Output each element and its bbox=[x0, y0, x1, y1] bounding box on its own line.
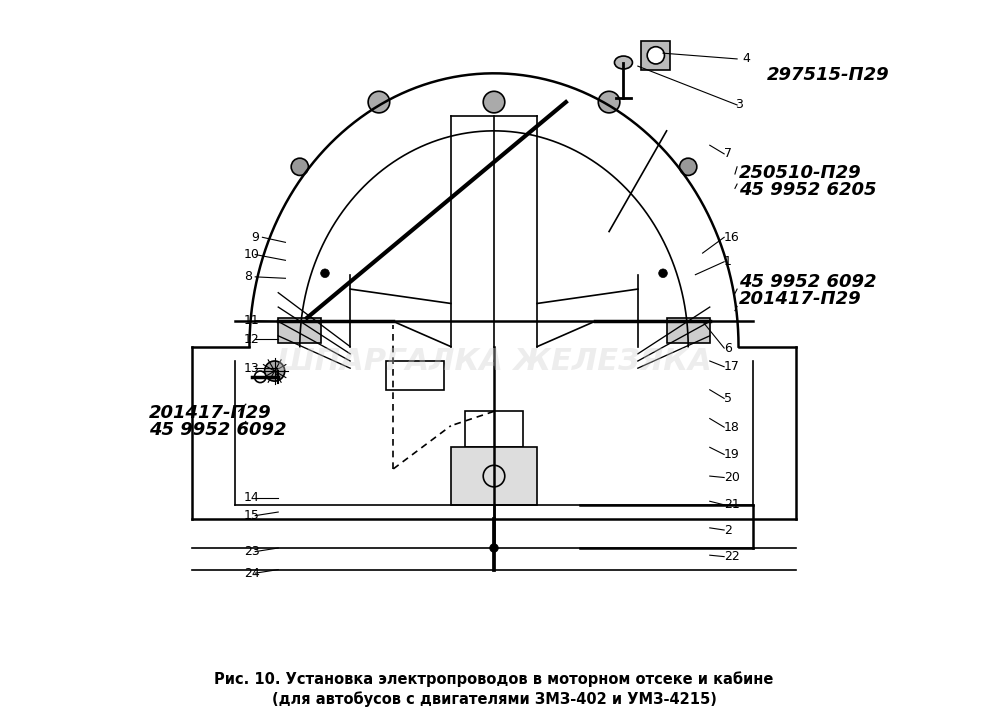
Bar bbox=[667, 318, 709, 343]
Text: 2: 2 bbox=[724, 523, 732, 536]
Ellipse shape bbox=[615, 56, 632, 69]
Text: 250510-П29: 250510-П29 bbox=[739, 164, 862, 181]
Circle shape bbox=[680, 158, 697, 175]
Text: 201417-П29: 201417-П29 bbox=[739, 290, 862, 308]
Text: 21: 21 bbox=[724, 498, 740, 511]
Text: 11: 11 bbox=[244, 314, 260, 327]
Circle shape bbox=[255, 371, 266, 383]
Text: 1: 1 bbox=[724, 256, 732, 269]
Text: 16: 16 bbox=[724, 231, 740, 244]
Text: 45 9952 6092: 45 9952 6092 bbox=[149, 421, 287, 439]
Text: ШПАРГАЛКА ЖЕЛЕЗЯКА: ШПАРГАЛКА ЖЕЛЕЗЯКА bbox=[277, 347, 711, 375]
Text: 24: 24 bbox=[244, 567, 260, 580]
Text: 15: 15 bbox=[244, 509, 260, 522]
Text: 18: 18 bbox=[724, 421, 740, 434]
Text: 9: 9 bbox=[251, 231, 259, 244]
Text: Рис. 10. Установка электропроводов в моторном отсеке и кабине: Рис. 10. Установка электропроводов в мот… bbox=[214, 671, 774, 687]
Bar bbox=[451, 448, 537, 505]
Circle shape bbox=[599, 91, 619, 113]
Circle shape bbox=[291, 158, 308, 175]
Text: 5: 5 bbox=[724, 392, 732, 405]
Bar bbox=[279, 318, 321, 343]
Circle shape bbox=[321, 269, 329, 277]
Circle shape bbox=[490, 544, 498, 552]
Circle shape bbox=[369, 91, 389, 113]
Text: 22: 22 bbox=[724, 550, 740, 563]
Text: 297515-П29: 297515-П29 bbox=[768, 66, 890, 84]
Text: 20: 20 bbox=[724, 471, 740, 484]
Circle shape bbox=[647, 47, 665, 64]
Text: (для автобусов с двигателями ЗМЗ-402 и УМЗ-4215): (для автобусов с двигателями ЗМЗ-402 и У… bbox=[272, 691, 716, 707]
Text: 13: 13 bbox=[244, 362, 260, 375]
Text: 23: 23 bbox=[244, 545, 260, 558]
Bar bbox=[386, 361, 444, 390]
Circle shape bbox=[483, 91, 505, 113]
Text: 14: 14 bbox=[244, 491, 260, 504]
Text: 10: 10 bbox=[244, 248, 260, 261]
Text: 4: 4 bbox=[742, 53, 750, 66]
Text: 17: 17 bbox=[724, 360, 740, 373]
Text: 12: 12 bbox=[244, 333, 260, 346]
Text: 7: 7 bbox=[724, 147, 732, 160]
Circle shape bbox=[265, 361, 285, 381]
Text: 19: 19 bbox=[724, 448, 740, 461]
Text: 45 9952 6205: 45 9952 6205 bbox=[739, 180, 876, 199]
Text: 201417-П29: 201417-П29 bbox=[149, 404, 272, 422]
Circle shape bbox=[659, 269, 667, 277]
Text: 6: 6 bbox=[724, 342, 732, 355]
Text: 8: 8 bbox=[244, 270, 252, 283]
Bar bbox=[465, 412, 523, 448]
Text: 45 9952 6092: 45 9952 6092 bbox=[739, 273, 876, 291]
Text: 3: 3 bbox=[735, 98, 743, 111]
Bar bbox=[641, 41, 670, 70]
